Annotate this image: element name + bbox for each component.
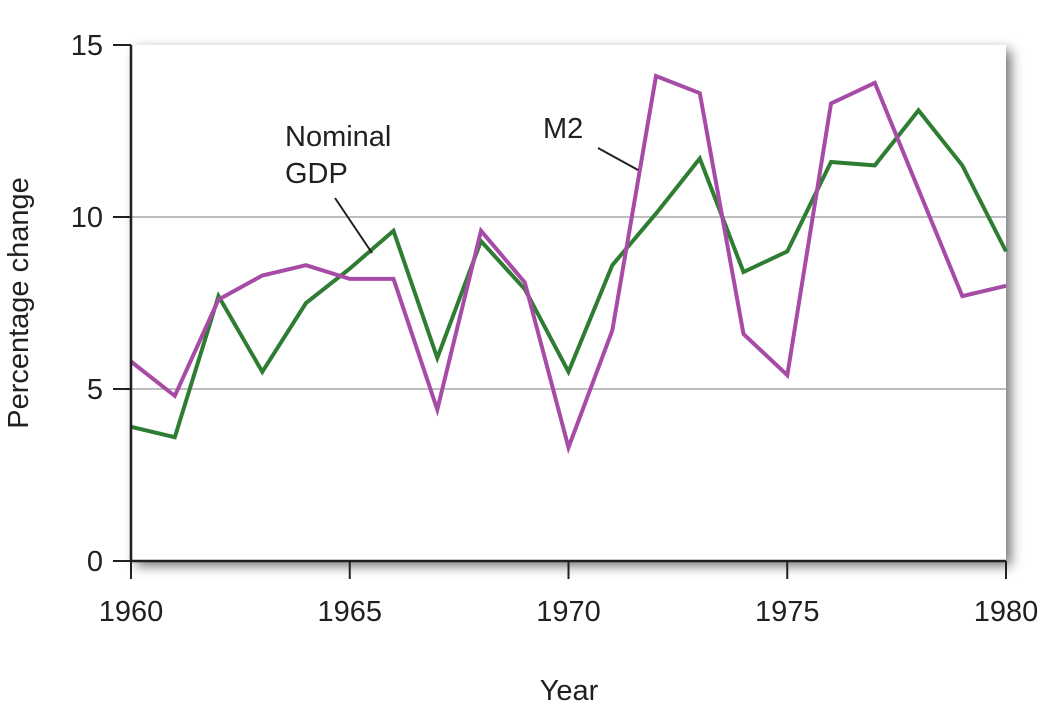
series-line-nominal-gdp [130,107,1008,440]
tick-labels: 0 5 10 15 1960 1965 1970 1975 1980 [71,30,1039,628]
series-annotations: Nominal GDP M2 [285,113,639,254]
x-tick-label-1975: 1975 [755,596,820,628]
annotation-leader-m2 [597,147,639,171]
x-tick-label-1965: 1965 [317,596,382,628]
annotation-nominal-gdp-line-1: Nominal [285,121,391,153]
y-axis-title: Percentage change [3,177,35,429]
y-tick-label-0: 0 [87,546,103,578]
x-tick-label-1960: 1960 [99,596,164,628]
y-tick-label-10: 10 [71,202,103,234]
series-lines [129,73,1008,455]
gridlines [131,216,1006,390]
annotation-m2-line-1: M2 [543,113,583,145]
annotation-nominal-gdp-line-2: GDP [285,158,348,190]
annotation-leader-nominal-gdp [334,197,373,254]
y-tick-label-15: 15 [71,30,103,62]
series-line-m2 [129,73,1007,455]
axes [113,44,1007,579]
y-tick-label-5: 5 [87,374,103,406]
x-tick-label-1970: 1970 [536,596,601,628]
plot-area [131,45,1006,561]
x-tick-label-1980: 1980 [974,596,1039,628]
x-axis-title: Year [540,675,599,707]
